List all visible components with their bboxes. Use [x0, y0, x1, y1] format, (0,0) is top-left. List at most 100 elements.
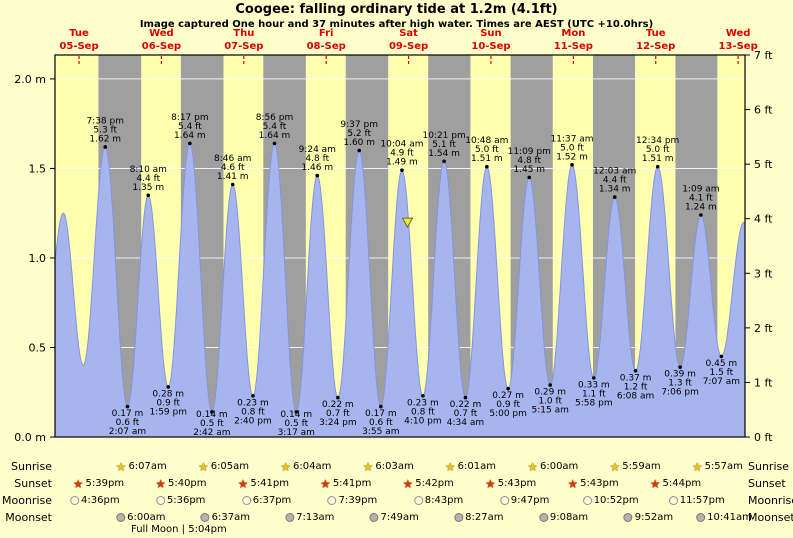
tide-low-label-line: 0.23 m	[237, 398, 269, 408]
tide-high-label-line: 1.49 m	[386, 158, 418, 168]
tide-high-label-line: 1.54 m	[428, 149, 460, 159]
astro-row-label-right-sunrise: Sunrise	[748, 460, 790, 473]
moonset-moon-icon	[285, 513, 295, 522]
tide-point-dot	[336, 395, 340, 400]
y-tick-label-ft: 7 ft	[754, 49, 773, 62]
sunset-entry: ★ 5:40pm	[155, 476, 206, 491]
tide-high-label-line: 5.0 ft	[560, 143, 584, 153]
sunset-time: 5:43pm	[497, 478, 537, 489]
sunrise-star-icon: ★	[197, 459, 209, 474]
tide-high-label-line: 5.2 ft	[347, 129, 371, 139]
sunrise-star-icon: ★	[691, 459, 703, 474]
moonset-moon-icon	[696, 513, 706, 522]
sunset-entry: ★ 5:41pm	[320, 478, 371, 490]
sunrise-time: 5:59am	[622, 461, 661, 472]
y-tick-label-ft: 3 ft	[754, 267, 773, 280]
sunset-star-icon: ★	[237, 476, 249, 491]
day-label-name: Thu	[233, 28, 254, 39]
day-label-name: Wed	[726, 28, 751, 39]
tide-low-label-line: 3:24 pm	[319, 418, 357, 428]
moonrise-time: 7:39pm	[338, 495, 378, 506]
sunrise-star-icon: ★	[362, 459, 374, 474]
day-label-name: Sat	[399, 28, 418, 39]
tide-high-label-line: 9:37 pm	[340, 120, 378, 130]
sunrise-entry: ★ 6:03am	[362, 459, 414, 474]
tide-low-label-line: 0.37 m	[620, 373, 652, 383]
moonrise-time: 8:43pm	[424, 495, 464, 506]
tide-low-label-line: 0.23 m	[407, 398, 439, 408]
tide-point-dot	[699, 213, 703, 217]
tide-low-label-line: 0.28 m	[152, 389, 184, 399]
tide-high-label-line: 5.0 ft	[475, 145, 499, 155]
tide-high-label-line: 4.4 ft	[603, 176, 627, 186]
tide-low-label-line: 0.9 ft	[496, 400, 520, 410]
y-tick-label-ft: 4 ft	[754, 213, 773, 226]
y-tick-label-ft: 5 ft	[754, 158, 773, 171]
moonset-time: 6:37am	[211, 512, 250, 523]
sunset-entry: ★ 5:44pm	[650, 478, 701, 490]
chart-subtitle: Image captured One hour and 37 minutes a…	[139, 19, 654, 30]
sunrise-time: 6:03am	[375, 461, 414, 472]
moonrise-time: 4:36pm	[81, 495, 120, 506]
tide-high-label-line: 7:38 pm	[86, 116, 124, 126]
sunset-entry: ★ 5:41pm	[237, 476, 289, 491]
tide-point-dot	[592, 376, 596, 380]
moonset-moon-icon	[454, 513, 464, 522]
moonrise-entry: 7:39pm	[327, 495, 378, 506]
tide-low-label-line: 7:07 am	[703, 377, 740, 387]
tide-high-label-line: 1.34 m	[599, 185, 631, 195]
tide-low-label-line: 1.3 ft	[668, 379, 692, 389]
moonrise-moon-icon	[241, 496, 251, 505]
moonset-moon-icon	[623, 513, 633, 522]
tide-point-dot	[612, 195, 617, 199]
sunset-time: 5:43pm	[580, 478, 619, 489]
tide-low-label-line: 0.45 m	[706, 359, 738, 369]
tide-high-label-line: 8:46 am	[214, 154, 251, 164]
tide-low-label-line: 0.27 m	[492, 391, 524, 401]
tide-point-dot	[103, 145, 108, 149]
sunset-entry: ★ 5:43pm	[484, 476, 537, 491]
sunrise-star-icon: ★	[527, 459, 538, 474]
tide-high-label-line: 10:04 am	[380, 140, 423, 150]
tide-high-label-line: 4.8 ft	[305, 154, 329, 164]
sunrise-entry: ★ 5:57am	[691, 459, 743, 474]
y-tick-label-m: 1.0	[29, 252, 47, 265]
day-label-date: 13-Sep	[719, 41, 758, 52]
sunrise-entry: ★ 6:05am	[197, 459, 250, 474]
sunset-star-icon: ★	[484, 476, 496, 491]
moonset-entry: 9:08am	[538, 512, 588, 523]
tide-high-label-line: 8:10 am	[130, 165, 167, 175]
moonrise-moon-icon	[668, 496, 678, 505]
y-tick-label-m: 0.5	[29, 341, 47, 354]
tide-low-label-line: 0.7 ft	[326, 409, 350, 419]
moonrise-moon-icon	[155, 496, 165, 505]
tide-point-dot	[210, 410, 214, 414]
tide-point-dot	[294, 410, 299, 414]
tide-point-dot	[421, 394, 425, 398]
astro-row-label-right-moonrise: Moonrise	[748, 494, 793, 507]
moonrise-entry: 5:36pm	[155, 495, 205, 506]
sunrise-time: 5:57am	[704, 461, 743, 472]
astro-row-label-right-sunset: Sunset	[748, 477, 786, 490]
sunset-star-icon: ★	[155, 476, 166, 491]
moonset-time: 9:52am	[634, 512, 674, 523]
tide-low-label-line: 1:59 pm	[149, 407, 187, 417]
tide-low-label-line: 1.1 ft	[582, 389, 606, 399]
sunset-star-icon: ★	[402, 476, 414, 491]
tide-high-label-line: 1.45 m	[513, 165, 545, 175]
tide-low-label-line: 0.14 m	[196, 410, 228, 420]
tide-low-label-line: 0.5 ft	[200, 419, 224, 429]
tide-point-dot	[400, 168, 404, 173]
sunrise-time: 6:05am	[210, 461, 250, 472]
tide-low-label-line: 0.39 m	[664, 370, 696, 380]
tide-low-label-line: 1.2 ft	[624, 382, 648, 392]
tide-low-label-line: 4:10 pm	[404, 416, 442, 426]
tide-low-label-line: 3:17 am	[278, 428, 315, 438]
sunset-time: 5:42pm	[415, 478, 454, 489]
moonrise-entry: 6:37pm	[241, 495, 291, 506]
current-tide-marker	[401, 217, 414, 229]
day-label-date: 07-Sep	[224, 41, 263, 52]
tide-point-dot	[655, 164, 660, 169]
sunset-star-icon: ★	[567, 476, 579, 491]
tide-high-label-line: 4.9 ft	[390, 149, 414, 159]
